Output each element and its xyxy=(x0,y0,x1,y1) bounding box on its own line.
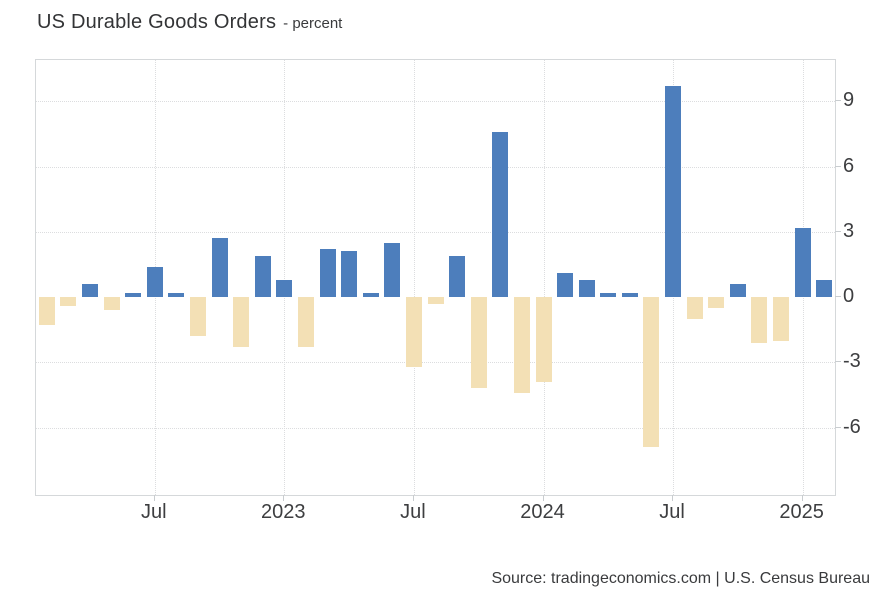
y-tick-label: -3 xyxy=(843,350,861,373)
bar-aug-2023[interactable] xyxy=(427,297,444,304)
chart-subtitle: - percent xyxy=(283,15,343,32)
x-gridline xyxy=(413,60,415,495)
bar-mar-2024[interactable] xyxy=(578,279,595,298)
bar-apr-2023[interactable] xyxy=(341,251,358,298)
x-tick-label: Jul xyxy=(400,501,426,523)
bar-may-2022[interactable] xyxy=(103,297,120,311)
bar-may-2024[interactable] xyxy=(621,292,638,297)
chart-title-row: US Durable Goods Orders - percent xyxy=(37,11,342,34)
bar-dec-2023[interactable] xyxy=(513,297,530,393)
bar-feb-2022[interactable] xyxy=(38,297,55,326)
bar-sep-2022[interactable] xyxy=(190,297,206,337)
x-tick-mark xyxy=(801,495,803,501)
bar-jun-2023[interactable] xyxy=(384,242,401,298)
bar-nov-2023[interactable] xyxy=(492,131,509,298)
bar-jul-2023[interactable] xyxy=(405,297,422,367)
bar-mar-2023[interactable] xyxy=(319,249,336,298)
x-tick-mark xyxy=(672,495,673,501)
y-tick-mark xyxy=(835,426,841,428)
bar-jul-2024[interactable] xyxy=(665,86,681,298)
x-tick-mark xyxy=(283,495,285,501)
bar-oct-2023[interactable] xyxy=(470,297,487,389)
y-tick-label: -6 xyxy=(843,415,861,438)
bar-aug-2024[interactable] xyxy=(686,297,703,319)
y-tick-label: 0 xyxy=(843,285,855,308)
bar-sep-2024[interactable] xyxy=(708,297,725,308)
bar-jun-2024[interactable] xyxy=(643,297,660,448)
y-tick-mark xyxy=(835,230,841,232)
y-tick-mark xyxy=(835,165,841,167)
bar-jan-2025[interactable] xyxy=(794,227,811,298)
bar-oct-2024[interactable] xyxy=(729,284,746,298)
bar-dec-2022[interactable] xyxy=(254,255,271,298)
bar-feb-2024[interactable] xyxy=(557,273,574,298)
y-gridline xyxy=(36,231,835,233)
x-tick-mark xyxy=(412,495,414,501)
source-credit: Source: tradingeconomics.com | U.S. Cens… xyxy=(491,570,870,587)
bar-oct-2022[interactable] xyxy=(211,238,228,297)
bar-apr-2024[interactable] xyxy=(600,292,617,297)
y-gridline xyxy=(36,166,835,168)
x-tick-mark xyxy=(542,495,544,501)
x-tick-label: Jul xyxy=(659,501,685,523)
y-tick-label: 9 xyxy=(843,89,855,112)
bar-jul-2022[interactable] xyxy=(146,266,163,298)
bar-mar-2022[interactable] xyxy=(60,297,77,306)
bar-aug-2022[interactable] xyxy=(168,292,185,297)
bar-apr-2022[interactable] xyxy=(82,284,98,298)
x-gridline xyxy=(284,60,286,495)
plot-area xyxy=(35,59,836,496)
chart-title: US Durable Goods Orders xyxy=(37,11,277,33)
x-tick-label: 2023 xyxy=(261,501,306,523)
y-tick-label: 6 xyxy=(843,154,855,177)
bar-jun-2022[interactable] xyxy=(125,292,142,297)
y-tick-mark xyxy=(835,100,841,102)
bar-feb-2023[interactable] xyxy=(297,297,314,348)
x-tick-label: 2025 xyxy=(779,501,824,523)
bar-jan-2023[interactable] xyxy=(276,279,293,298)
y-tick-label: 3 xyxy=(843,219,855,242)
bar-nov-2024[interactable] xyxy=(751,297,768,343)
bar-dec-2024[interactable] xyxy=(773,297,789,341)
x-tick-label: 2024 xyxy=(520,501,565,523)
bar-jan-2024[interactable] xyxy=(535,297,552,382)
y-tick-mark xyxy=(835,361,841,363)
x-tick-mark xyxy=(153,495,155,501)
y-gridline xyxy=(36,427,835,429)
bar-may-2023[interactable] xyxy=(362,292,379,297)
x-tick-label: Jul xyxy=(141,501,167,523)
y-gridline xyxy=(36,362,835,364)
bar-nov-2022[interactable] xyxy=(233,297,250,348)
bar-sep-2023[interactable] xyxy=(449,255,466,298)
y-gridline xyxy=(36,101,835,103)
x-gridline xyxy=(543,60,545,495)
bar-feb-2025[interactable] xyxy=(816,279,833,298)
y-tick-mark xyxy=(835,296,841,298)
